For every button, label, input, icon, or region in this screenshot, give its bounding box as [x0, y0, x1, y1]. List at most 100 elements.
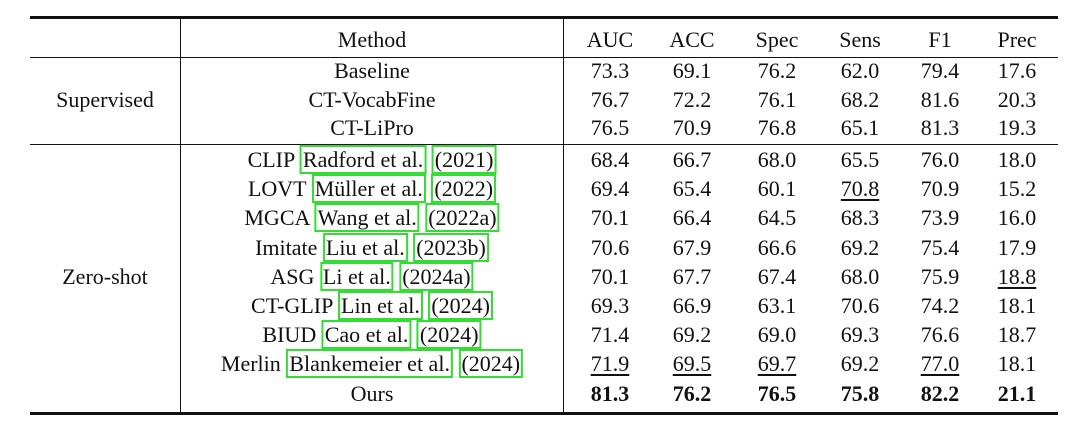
- value-cell: 70.9: [920, 176, 960, 202]
- header-cell: AUC: [586, 27, 634, 52]
- value-cell: 16.0: [997, 205, 1037, 231]
- citation-year[interactable]: (2022a): [425, 203, 500, 233]
- value-cell: 76.5: [757, 380, 797, 406]
- value-cell: 67.9: [672, 234, 712, 260]
- method-name: Ours: [350, 380, 394, 406]
- value-cell: 64.5: [757, 205, 797, 231]
- citation-year[interactable]: (2021): [431, 145, 497, 174]
- value-cell: 67.7: [672, 263, 712, 289]
- value-cell: 81.3: [920, 115, 960, 140]
- value-cell: 81.6: [920, 86, 960, 112]
- value-cell: 68.4: [590, 147, 630, 172]
- value-cell: 66.7: [672, 147, 712, 172]
- value-cell: 76.7: [590, 86, 630, 112]
- value-cell: 18.1: [997, 293, 1037, 318]
- value-cell: 17.9: [997, 234, 1037, 260]
- column-divider: [180, 19, 181, 412]
- header-cell: Spec: [755, 27, 799, 52]
- value-cell: 15.2: [997, 176, 1037, 202]
- method-name: Imitate: [255, 234, 318, 260]
- value-cell: 69.2: [840, 234, 880, 260]
- value-cell: 69.4: [590, 176, 630, 202]
- value-cell: 76.6: [920, 322, 960, 348]
- method-cell: Imitate Liu et al. (2023b): [255, 232, 489, 262]
- citation-year[interactable]: (2024): [428, 291, 493, 320]
- method-name: Merlin: [220, 351, 281, 377]
- value-cell: 66.9: [672, 293, 712, 318]
- method-cell: CT-LiPro: [330, 115, 414, 141]
- header-cell: F1: [928, 27, 952, 52]
- value-cell: 82.2: [920, 380, 960, 406]
- value-cell: 63.1: [757, 293, 797, 318]
- method-name: Baseline: [334, 58, 410, 83]
- value-cell: 75.9: [920, 263, 960, 289]
- value-cell: 76.8: [757, 115, 797, 140]
- method-cell: MGCA Wang et al. (2022a): [244, 203, 500, 233]
- value-cell: 18.0: [997, 147, 1037, 172]
- value-cell: 70.1: [590, 263, 630, 289]
- value-cell: 65.5: [840, 147, 880, 172]
- header-rule: [30, 57, 1058, 58]
- group-rule: [30, 144, 1058, 145]
- citation-link[interactable]: Radford et al.: [299, 145, 427, 174]
- value-cell: 81.3: [590, 380, 630, 406]
- bottom-rule: [30, 412, 1058, 415]
- value-cell: 70.8: [840, 176, 880, 202]
- value-cell: 70.6: [840, 293, 880, 318]
- citation-link[interactable]: Müller et al.: [311, 174, 426, 204]
- value-cell: 69.0: [757, 322, 797, 348]
- value-cell: 69.3: [590, 293, 630, 318]
- value-cell: 65.1: [840, 115, 880, 140]
- citation-year[interactable]: (2024a): [399, 261, 474, 291]
- value-cell: 66.4: [672, 205, 712, 231]
- value-cell: 62.0: [840, 58, 880, 83]
- citation-link[interactable]: Wang et al.: [314, 203, 420, 233]
- value-cell: 18.8: [997, 263, 1037, 289]
- value-cell: 69.1: [672, 58, 712, 83]
- citation-link[interactable]: Cao et al.: [321, 320, 412, 350]
- value-cell: 18.1: [997, 351, 1037, 377]
- method-cell: Merlin Blankemeier et al. (2024): [220, 349, 524, 379]
- method-name: CT-VocabFine: [308, 86, 436, 112]
- method-cell: Baseline: [334, 58, 410, 84]
- method-cell: CT-VocabFine: [308, 87, 435, 113]
- value-cell: 70.1: [590, 205, 630, 231]
- value-cell: 77.0: [920, 351, 960, 377]
- citation-year[interactable]: (2023b): [413, 232, 489, 262]
- method-name: CLIP: [247, 147, 295, 172]
- citation-link[interactable]: Blankemeier et al.: [286, 349, 453, 379]
- value-cell: 76.0: [920, 147, 960, 172]
- value-cell: 67.4: [757, 263, 797, 289]
- value-cell: 21.1: [997, 380, 1037, 406]
- group-label: Zero-shot: [62, 263, 148, 289]
- method-name: LOVT: [247, 176, 307, 202]
- value-cell: 76.1: [757, 86, 797, 112]
- header-cell: Method: [337, 27, 407, 52]
- citation-link[interactable]: Lin et al.: [338, 291, 423, 320]
- citation-year[interactable]: (2024): [458, 349, 524, 379]
- citation-year[interactable]: (2024): [416, 320, 482, 350]
- value-cell: 66.6: [757, 234, 797, 260]
- method-cell: ASG Li et al. (2024a): [270, 261, 474, 291]
- method-name: BIUD: [262, 322, 317, 348]
- method-cell: CLIP Radford et al. (2021): [247, 145, 497, 174]
- method-name: CT-LiPro: [330, 115, 414, 140]
- value-cell: 71.9: [590, 351, 630, 377]
- value-cell: 70.9: [672, 115, 712, 140]
- value-cell: 74.2: [920, 293, 960, 318]
- method-cell: CT-GLIP Lin et al. (2024): [251, 291, 493, 320]
- value-cell: 68.3: [840, 205, 880, 231]
- citation-year[interactable]: (2022): [431, 174, 497, 204]
- value-cell: 69.7: [757, 351, 797, 377]
- method-cell: BIUD Cao et al. (2024): [262, 320, 482, 350]
- citation-link[interactable]: Li et al.: [319, 261, 394, 291]
- method-name: ASG: [270, 263, 315, 289]
- value-cell: 19.3: [997, 115, 1037, 140]
- citation-link[interactable]: Liu et al.: [322, 232, 408, 262]
- top-rule: [30, 16, 1058, 19]
- value-cell: 75.8: [840, 380, 880, 406]
- value-cell: 76.5: [590, 115, 630, 140]
- value-cell: 79.4: [920, 58, 960, 83]
- value-cell: 73.3: [590, 58, 630, 83]
